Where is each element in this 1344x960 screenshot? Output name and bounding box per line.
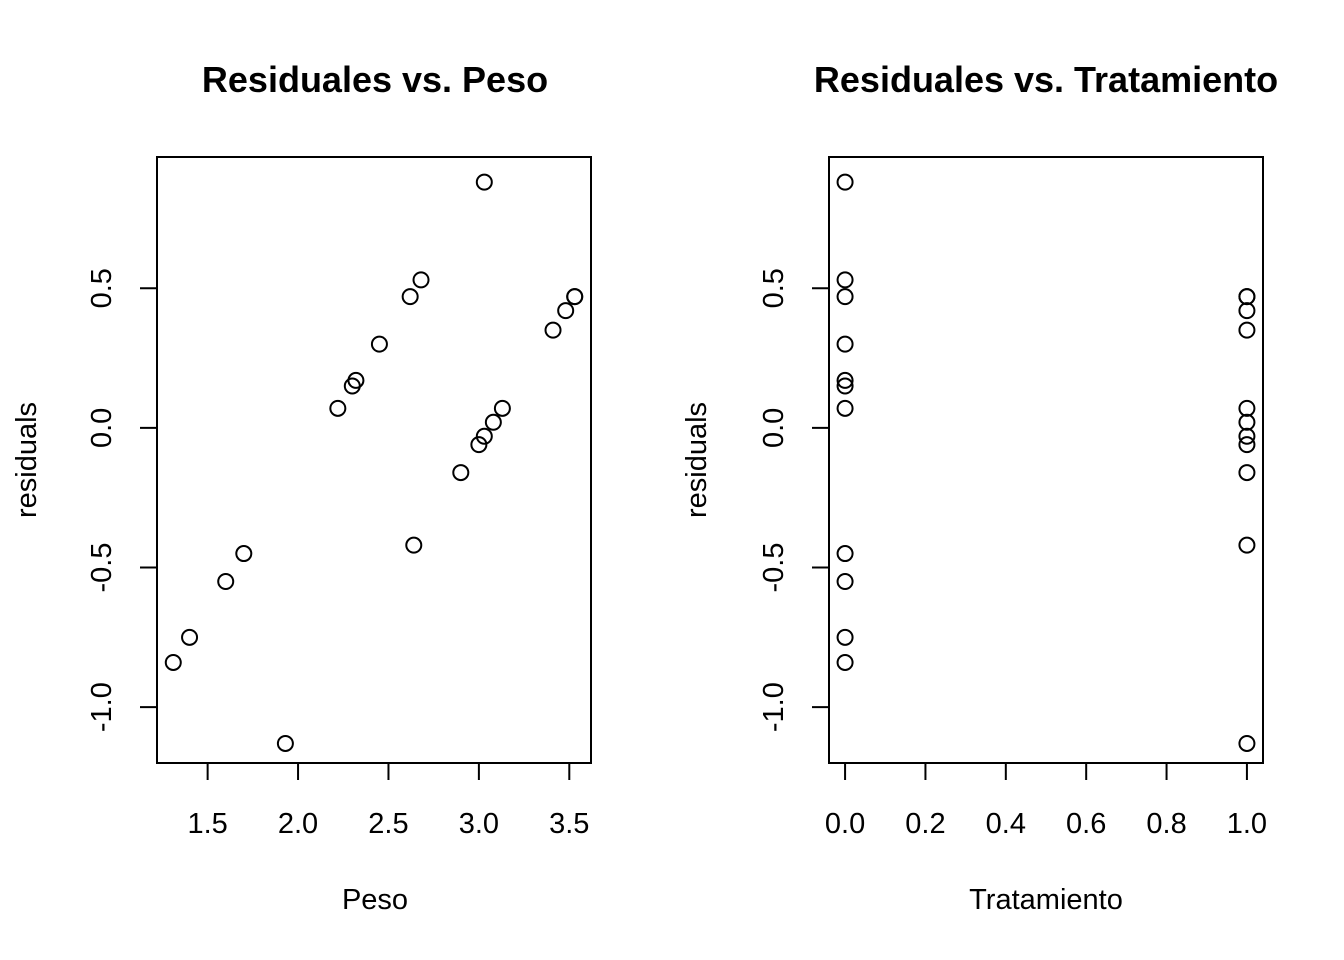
panel-2-y-axis-label: residuals (681, 402, 713, 518)
data-point (836, 271, 854, 289)
data-point (181, 628, 199, 646)
data-point (235, 545, 253, 563)
data-point (1238, 536, 1256, 554)
data-point (1238, 399, 1256, 417)
panel-1-y-axis: -1.0 -0.5 0.0 0.5 (86, 268, 158, 732)
data-point (475, 427, 493, 445)
panel-1-y-tick-label: -1.0 (86, 682, 118, 732)
data-point (544, 321, 562, 339)
panel-2-x-tick-label: 0.0 (825, 808, 865, 840)
panel-2-x-tick-label: 0.8 (1146, 808, 1186, 840)
data-point (412, 271, 430, 289)
data-point (347, 371, 365, 389)
data-point (836, 545, 854, 563)
panel-residuals-vs-peso: Residuales vs. Peso Peso residuals 1.5 2.… (11, 59, 592, 916)
data-point (1238, 734, 1256, 752)
data-point (401, 288, 419, 306)
data-point (1238, 427, 1256, 445)
data-point (1238, 288, 1256, 306)
data-point (836, 371, 854, 389)
panel-1-x-tick-label: 2.0 (278, 808, 318, 840)
panel-2-x-tick-label: 0.6 (1066, 808, 1106, 840)
data-point (370, 335, 388, 353)
data-point (329, 399, 347, 417)
data-point (836, 377, 854, 395)
data-point (1238, 321, 1256, 339)
data-point (566, 288, 584, 306)
data-point (557, 302, 575, 320)
panel-1-x-tick-label: 1.5 (187, 808, 227, 840)
panel-2-y-tick-label: 0.0 (758, 408, 790, 448)
panel-1-points (164, 173, 584, 752)
data-point (484, 413, 502, 431)
panel-2-y-tick-label: -0.5 (758, 543, 790, 593)
data-point (470, 436, 488, 454)
data-point (1238, 464, 1256, 482)
data-point (1238, 302, 1256, 320)
panel-1-x-tick-label: 3.0 (459, 808, 499, 840)
data-point (836, 628, 854, 646)
data-point (475, 173, 493, 191)
panel-2-x-axis: 0.0 0.2 0.4 0.6 0.8 1.0 (825, 762, 1267, 840)
panel-2-x-tick-label: 0.2 (905, 808, 945, 840)
panel-1-x-axis-label: Peso (342, 884, 408, 916)
panel-1-plot-frame (156, 156, 592, 764)
panel-1-x-tick-label: 2.5 (368, 808, 408, 840)
data-point (276, 734, 294, 752)
panel-2-y-tick-label: -1.0 (758, 682, 790, 732)
data-point (836, 335, 854, 353)
panel-2-title: Residuales vs. Tratamiento (814, 59, 1278, 100)
panel-2-x-tick-label: 1.0 (1227, 808, 1267, 840)
data-point (452, 464, 470, 482)
data-point (836, 288, 854, 306)
panel-1-y-tick-label: 0.0 (86, 408, 118, 448)
data-point (217, 572, 235, 590)
panel-1-x-axis: 1.5 2.0 2.5 3.0 3.5 (187, 762, 589, 840)
panel-2-y-tick-label: 0.5 (758, 268, 790, 308)
data-point (164, 653, 182, 671)
panel-2-points (836, 173, 1256, 752)
data-point (405, 536, 423, 554)
data-point (836, 653, 854, 671)
panel-1-y-axis-label: residuals (11, 402, 43, 518)
panel-2-plot-frame (828, 156, 1264, 764)
panel-residuals-vs-tratamiento: Residuales vs. Tratamiento Tratamiento r… (681, 59, 1278, 916)
data-point (1238, 413, 1256, 431)
data-point (836, 173, 854, 191)
panel-2-y-axis: -1.0 -0.5 0.0 0.5 (758, 268, 830, 732)
data-point (493, 399, 511, 417)
panel-2-x-axis-label: Tratamiento (969, 884, 1123, 916)
panel-1-title: Residuales vs. Peso (202, 59, 548, 100)
panel-1-x-tick-label: 3.5 (549, 808, 589, 840)
data-point (836, 572, 854, 590)
panel-1-y-tick-label: 0.5 (86, 268, 118, 308)
panel-2-x-tick-label: 0.4 (986, 808, 1026, 840)
data-point (836, 399, 854, 417)
data-point (1238, 436, 1256, 454)
panel-1-y-tick-label: -0.5 (86, 543, 118, 593)
